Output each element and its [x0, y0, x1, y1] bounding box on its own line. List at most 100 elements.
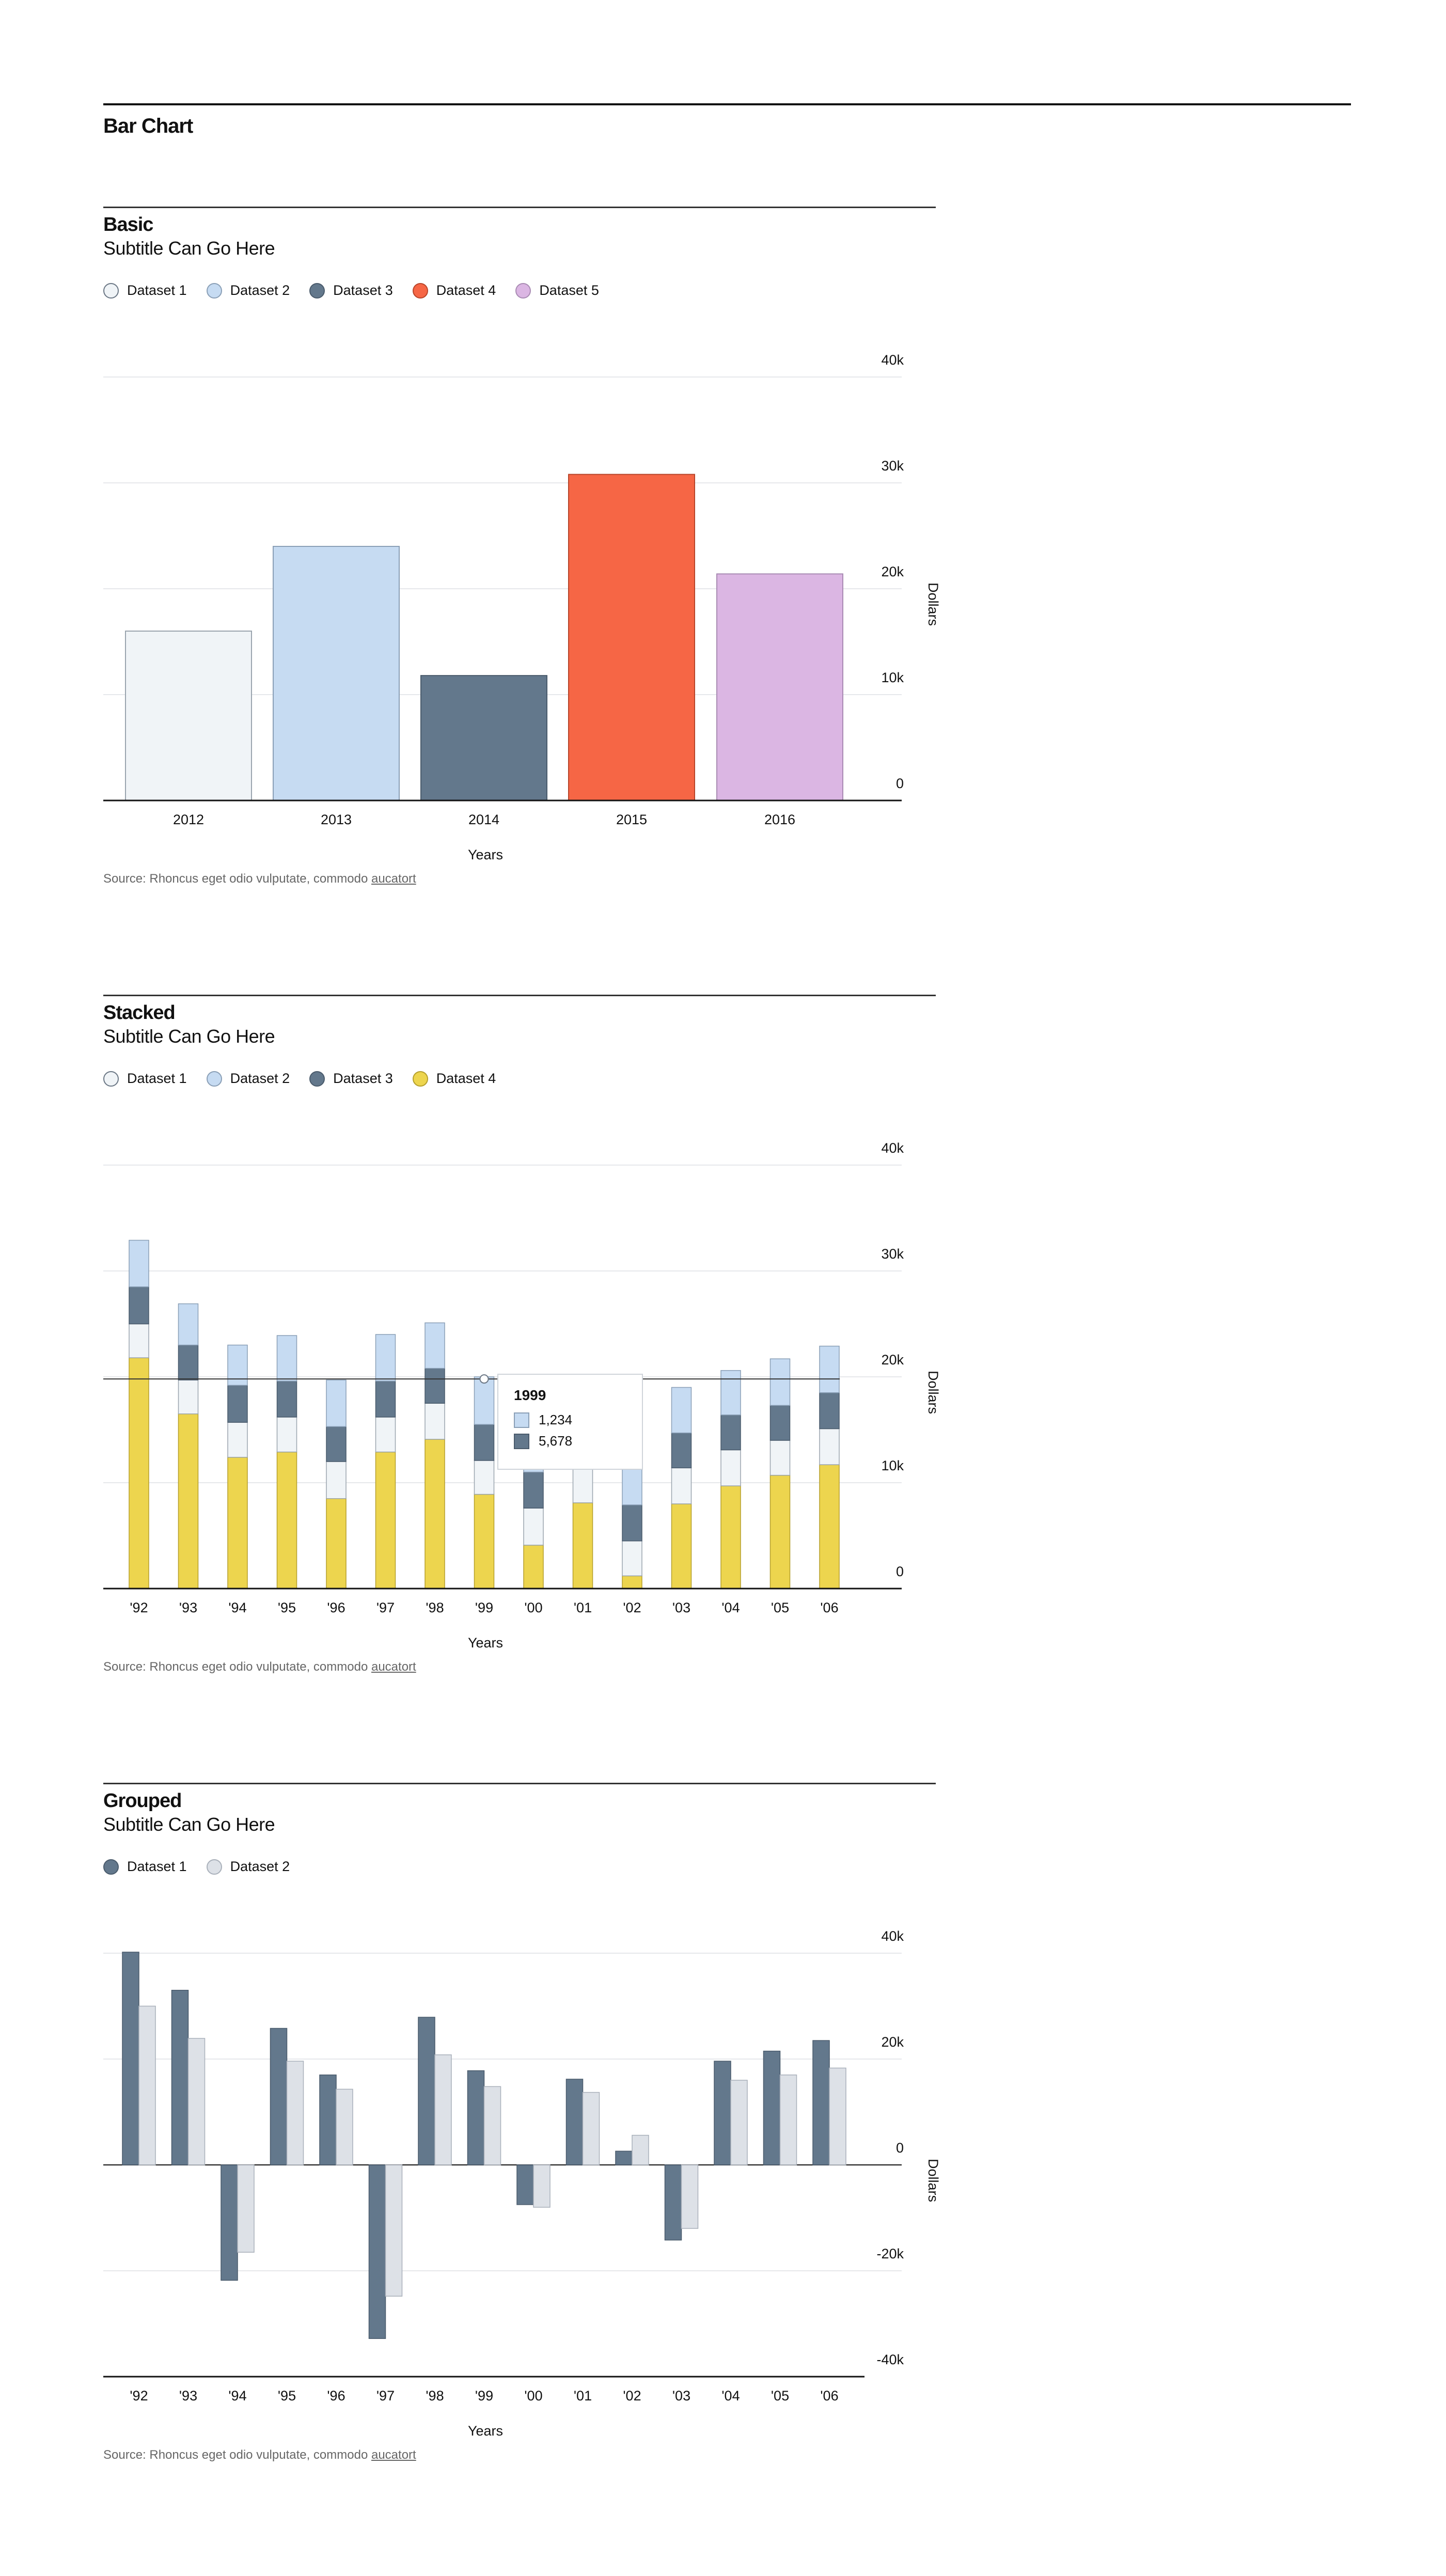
- bar-segment-dataset-3: [425, 1368, 445, 1404]
- stacked-bar-chart: 0 10k 20k 30k 40k Dollars Years '92 '93 '94 '95 '96…: [103, 1140, 941, 1651]
- legend-item-dataset-1[interactable]: Dataset 1: [103, 1071, 187, 1087]
- bar-dataset-2: [779, 2075, 797, 2165]
- x-tick-label: '05: [771, 1600, 789, 1615]
- bar-segment-dataset-1: [622, 1541, 642, 1577]
- bar-dataset-2: [632, 2134, 649, 2165]
- source-link[interactable]: aucatort: [371, 2448, 416, 2462]
- legend-swatch: [103, 1859, 119, 1875]
- x-tick-label: '97: [376, 1600, 395, 1615]
- bar-segment-dataset-3: [671, 1432, 692, 1469]
- bar-segment-dataset-2: [819, 1345, 840, 1393]
- bar-segment-dataset-3: [326, 1426, 347, 1462]
- bar-segment-dataset-4: [769, 1474, 791, 1589]
- bar-dataset-1: [319, 2075, 337, 2165]
- bar-segment-dataset-4: [425, 1439, 445, 1589]
- x-tick-label: '00: [524, 2388, 542, 2404]
- bar-segment-dataset-3: [375, 1380, 396, 1418]
- bar-dataset-4: [568, 474, 695, 802]
- legend-item-dataset-3[interactable]: Dataset 3: [309, 282, 393, 299]
- bar-segment-dataset-1: [375, 1417, 396, 1453]
- x-tick-label: '05: [771, 2388, 789, 2404]
- bar-segment-dataset-1: [227, 1422, 248, 1458]
- legend-item-dataset-4[interactable]: Dataset 4: [412, 282, 496, 299]
- x-tick-label: '93: [179, 2388, 197, 2404]
- legend-swatch: [412, 1071, 428, 1087]
- section-rule: [103, 207, 936, 208]
- x-tick-label: 2014: [468, 812, 499, 827]
- y-tick-label: 30k: [881, 1246, 904, 1262]
- x-tick-label: '96: [327, 2388, 345, 2404]
- bar-dataset-1: [516, 2164, 534, 2205]
- section-title: Stacked: [103, 1002, 176, 1024]
- legend-swatch: [103, 282, 119, 299]
- x-tick-label: '95: [278, 2388, 296, 2404]
- bar-dataset-1: [125, 631, 252, 801]
- y-tick-label: 10k: [881, 670, 904, 685]
- legend-label: Dataset 1: [127, 1859, 187, 1874]
- x-tick-label: '02: [623, 1600, 641, 1615]
- x-tick-label: '04: [721, 2388, 740, 2404]
- y-tick-label: 10k: [881, 1458, 904, 1473]
- bar-segment-dataset-4: [819, 1464, 840, 1589]
- page-top-rule: [103, 103, 1351, 105]
- legend-label: Dataset 2: [230, 282, 290, 298]
- y-axis-label: Dollars: [925, 1371, 941, 1414]
- legend-item-dataset-2[interactable]: Dataset 2: [206, 1071, 290, 1087]
- legend-swatch: [412, 282, 428, 299]
- bar-dataset-1: [467, 2070, 485, 2165]
- bar-segment-dataset-4: [227, 1457, 248, 1589]
- bar-dataset-1: [763, 2050, 781, 2165]
- bar-segment-dataset-1: [276, 1417, 297, 1453]
- chart-legend: Dataset 1 Dataset 2: [103, 1859, 309, 1875]
- source-note: Source: Rhoncus eget odio vulputate, com…: [103, 1660, 416, 1674]
- section-subtitle: Subtitle Can Go Here: [103, 1026, 275, 1047]
- x-axis-label: Years: [468, 1635, 503, 1651]
- bar-dataset-5: [716, 573, 843, 801]
- legend-swatch: [206, 282, 222, 299]
- x-tick-label: '01: [574, 1600, 592, 1615]
- bar-dataset-2: [385, 2164, 403, 2297]
- section-subtitle: Subtitle Can Go Here: [103, 238, 275, 259]
- bar-segment-dataset-2: [720, 1370, 741, 1416]
- bar-segment-dataset-3: [129, 1286, 149, 1325]
- legend-item-dataset-1[interactable]: Dataset 1: [103, 1859, 187, 1875]
- bar-segment-dataset-1: [769, 1440, 791, 1476]
- legend-label: Dataset 5: [539, 282, 599, 298]
- bar-segment-dataset-1: [523, 1507, 544, 1546]
- x-tick-label: '06: [820, 2388, 838, 2404]
- bar-segment-dataset-4: [671, 1503, 692, 1589]
- legend-item-dataset-2[interactable]: Dataset 2: [206, 282, 290, 299]
- bar-segment-dataset-3: [178, 1344, 199, 1380]
- section-subtitle: Subtitle Can Go Here: [103, 1814, 275, 1835]
- source-text: Source: Rhoncus eget odio vulputate, com…: [103, 872, 371, 886]
- legend-item-dataset-3[interactable]: Dataset 3: [309, 1071, 393, 1087]
- x-tick-label: 2012: [173, 812, 204, 827]
- x-tick-label: '92: [130, 2388, 148, 2404]
- x-tick-label: '96: [327, 1600, 345, 1615]
- y-tick-label: 0: [896, 2140, 904, 2156]
- source-link[interactable]: aucatort: [371, 1660, 416, 1674]
- bar-dataset-1: [418, 2017, 435, 2165]
- bar-dataset-2: [533, 2164, 551, 2208]
- legend-item-dataset-2[interactable]: Dataset 2: [206, 1859, 290, 1875]
- bar-dataset-1: [368, 2164, 386, 2339]
- legend-item-dataset-5[interactable]: Dataset 5: [515, 282, 599, 299]
- legend-swatch: [515, 282, 531, 299]
- legend-item-dataset-1[interactable]: Dataset 1: [103, 282, 187, 299]
- legend-label: Dataset 3: [333, 1071, 393, 1086]
- x-tick-label: '98: [426, 1600, 444, 1615]
- x-tick-label: '02: [623, 2388, 641, 2404]
- legend-item-dataset-4[interactable]: Dataset 4: [412, 1071, 496, 1087]
- y-axis-label: Dollars: [925, 583, 941, 626]
- tooltip-swatch: [514, 1433, 529, 1449]
- source-link[interactable]: aucatort: [371, 872, 416, 886]
- bar-segment-dataset-3: [276, 1380, 297, 1418]
- bar-dataset-2: [237, 2164, 255, 2253]
- y-tick-label: -20k: [876, 2246, 904, 2261]
- legend-label: Dataset 4: [436, 1071, 496, 1086]
- bar-segment-dataset-2: [276, 1335, 297, 1381]
- bar-segment-dataset-3: [720, 1415, 741, 1451]
- bar-dataset-2: [434, 2054, 452, 2165]
- bar-segment-dataset-3: [819, 1392, 840, 1430]
- section-title: Grouped: [103, 1790, 182, 1812]
